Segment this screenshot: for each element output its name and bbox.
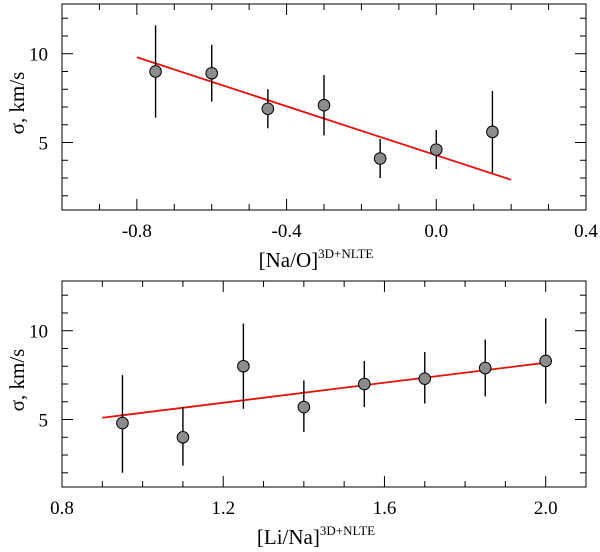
data-point <box>429 143 443 156</box>
data-point <box>297 400 311 414</box>
data-point <box>486 125 499 139</box>
x-axis-label: [Li/Na]3D+NLTE <box>257 523 375 549</box>
data-point <box>478 361 492 375</box>
data-point <box>261 102 275 116</box>
data-point <box>237 359 250 373</box>
x-axis-label: [Na/O]3D+NLTE <box>259 246 374 272</box>
data-point <box>176 430 190 444</box>
panel-li-na: 0.8 1.2 1.6 2.0 5 10 [Li/Na]3D+NLTE σ, km/s <box>5 280 587 549</box>
x-tick-label: -0.8 <box>122 221 152 242</box>
data-point <box>418 372 432 385</box>
x-axis-label-superscript: 3D+NLTE <box>320 523 375 538</box>
data-point <box>149 65 162 78</box>
x-tick-label: 2.0 <box>534 498 558 519</box>
y-axis-label: σ, km/s <box>5 72 29 135</box>
y-tick-label: 10 <box>29 45 48 66</box>
plot-frame <box>61 280 587 488</box>
data-point <box>205 66 219 80</box>
x-tick-label: 0.4 <box>574 221 598 242</box>
x-tick-label: 1.2 <box>211 498 235 519</box>
y-axis-label: σ, km/s <box>5 349 29 412</box>
data-point <box>539 354 552 368</box>
data-point <box>358 377 371 391</box>
x-tick-label: 1.6 <box>373 498 397 519</box>
x-tick-label: 0.8 <box>50 498 74 519</box>
x-axis-label-superscript: 3D+NLTE <box>318 246 373 261</box>
y-tick-label: 5 <box>39 411 49 432</box>
x-tick-label: 0.0 <box>424 221 448 242</box>
panel-na-o: -0.8 -0.4 0.0 0.4 5 10 [Na/O]3D+NLTE σ, km/s <box>5 3 598 272</box>
data-point <box>373 152 387 165</box>
data-point <box>317 98 331 112</box>
y-tick-label: 10 <box>29 322 48 343</box>
x-tick-label: -0.4 <box>272 221 303 242</box>
x-axis-label-main: [Na/O] <box>259 248 318 272</box>
fit-line <box>102 361 546 419</box>
y-tick-label: 5 <box>39 134 49 155</box>
data-point <box>116 416 129 430</box>
x-axis-label-main: [Li/Na] <box>257 525 320 549</box>
